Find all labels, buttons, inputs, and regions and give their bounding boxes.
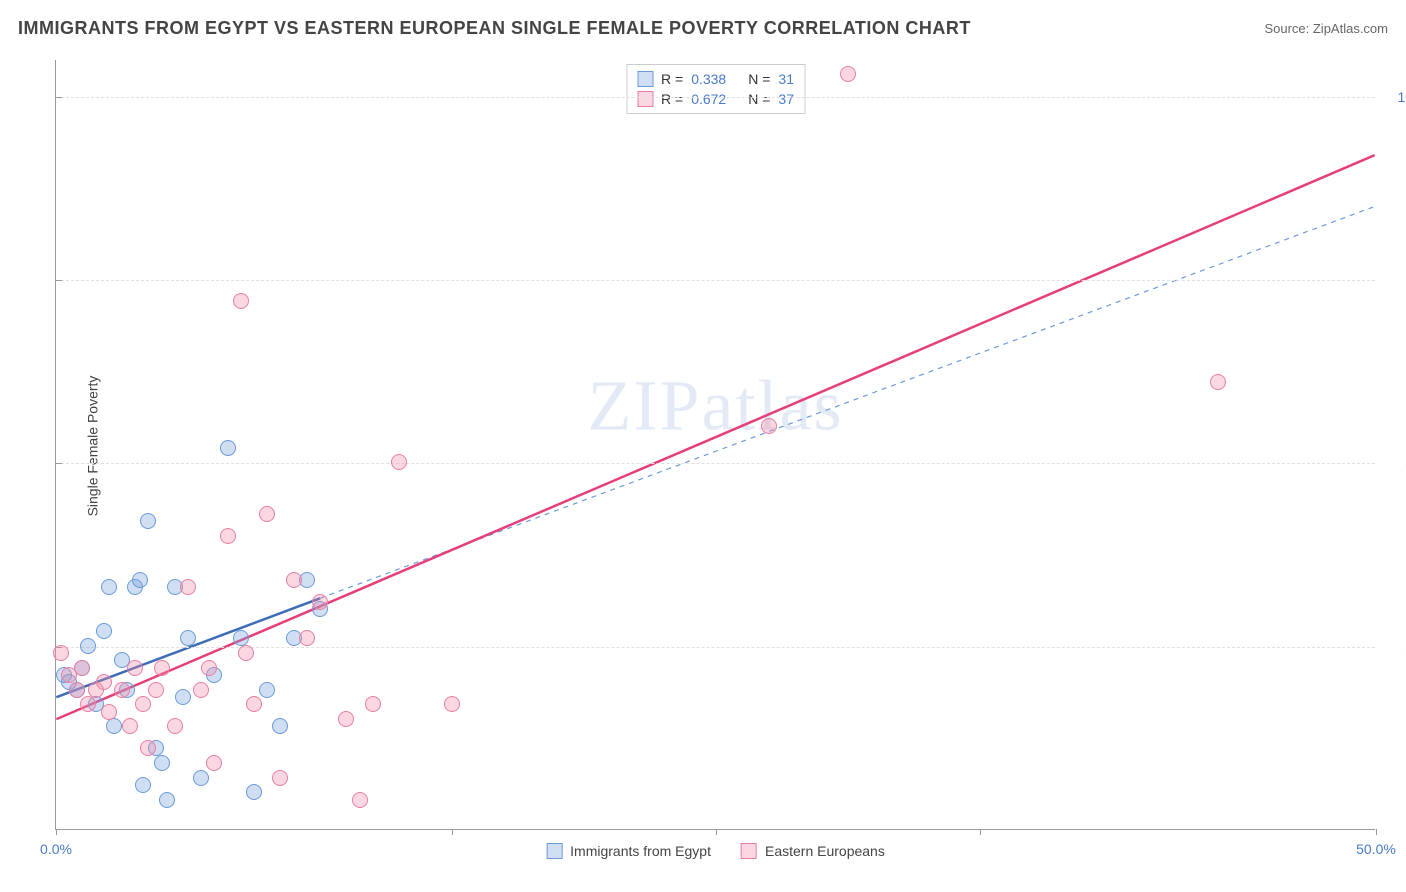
x-tick — [1376, 829, 1377, 835]
data-point — [444, 696, 460, 712]
data-point — [206, 755, 222, 771]
data-point — [74, 660, 90, 676]
data-point — [69, 682, 85, 698]
data-point — [220, 440, 236, 456]
y-tick — [56, 280, 62, 281]
x-tick — [980, 829, 981, 835]
data-point — [167, 718, 183, 734]
data-point — [352, 792, 368, 808]
x-tick — [56, 829, 57, 835]
x-tick — [452, 829, 453, 835]
data-point — [312, 594, 328, 610]
data-point — [180, 579, 196, 595]
data-point — [159, 792, 175, 808]
data-point — [391, 454, 407, 470]
y-tick-label: 100.0% — [1385, 89, 1406, 105]
data-point — [175, 689, 191, 705]
data-point — [193, 682, 209, 698]
data-point — [101, 704, 117, 720]
data-point — [154, 755, 170, 771]
y-tick — [56, 97, 62, 98]
data-point — [338, 711, 354, 727]
data-point — [1210, 374, 1226, 390]
data-point — [272, 718, 288, 734]
gridline — [56, 280, 1375, 281]
legend-item-egypt: Immigrants from Egypt — [546, 843, 711, 859]
chart-title: IMMIGRANTS FROM EGYPT VS EASTERN EUROPEA… — [18, 18, 971, 39]
data-point — [233, 630, 249, 646]
stats-row-egypt: R = 0.338 N = 31 — [637, 69, 794, 89]
swatch-eastern-icon — [741, 843, 757, 859]
swatch-egypt-icon — [546, 843, 562, 859]
data-point — [140, 740, 156, 756]
data-point — [286, 572, 302, 588]
y-tick-label: 25.0% — [1385, 639, 1406, 655]
data-point — [259, 682, 275, 698]
data-point — [761, 418, 777, 434]
data-point — [148, 682, 164, 698]
x-tick — [716, 829, 717, 835]
data-point — [154, 660, 170, 676]
scatter-plot: ZIPatlas R = 0.338 N = 31 R = 0.672 N = … — [55, 60, 1375, 830]
data-point — [80, 638, 96, 654]
data-point — [106, 718, 122, 734]
data-point — [193, 770, 209, 786]
data-point — [365, 696, 381, 712]
data-point — [259, 506, 275, 522]
trend-lines — [56, 60, 1375, 829]
data-point — [140, 513, 156, 529]
stats-row-eastern: R = 0.672 N = 37 — [637, 89, 794, 109]
data-point — [135, 777, 151, 793]
data-point — [233, 293, 249, 309]
x-tick-label: 50.0% — [1356, 841, 1396, 857]
gridline — [56, 97, 1375, 98]
y-tick-label: 50.0% — [1385, 455, 1406, 471]
data-point — [220, 528, 236, 544]
x-tick-label: 0.0% — [40, 841, 72, 857]
data-point — [246, 696, 262, 712]
y-tick-label: 75.0% — [1385, 272, 1406, 288]
data-point — [180, 630, 196, 646]
data-point — [246, 784, 262, 800]
data-point — [101, 579, 117, 595]
data-point — [135, 696, 151, 712]
data-point — [114, 682, 130, 698]
data-point — [201, 660, 217, 676]
data-point — [53, 645, 69, 661]
data-point — [96, 674, 112, 690]
data-point — [127, 660, 143, 676]
swatch-egypt — [637, 71, 653, 87]
data-point — [840, 66, 856, 82]
data-point — [122, 718, 138, 734]
data-point — [272, 770, 288, 786]
gridline — [56, 647, 1375, 648]
y-tick — [56, 463, 62, 464]
data-point — [96, 623, 112, 639]
bottom-legend: Immigrants from Egypt Eastern Europeans — [546, 843, 885, 859]
data-point — [238, 645, 254, 661]
data-point — [132, 572, 148, 588]
correlation-stats-box: R = 0.338 N = 31 R = 0.672 N = 37 — [626, 64, 805, 114]
gridline — [56, 463, 1375, 464]
legend-item-eastern: Eastern Europeans — [741, 843, 885, 859]
data-point — [299, 630, 315, 646]
data-point — [80, 696, 96, 712]
watermark: ZIPatlas — [588, 365, 844, 448]
swatch-eastern — [637, 91, 653, 107]
source-attribution: Source: ZipAtlas.com — [1264, 21, 1388, 36]
